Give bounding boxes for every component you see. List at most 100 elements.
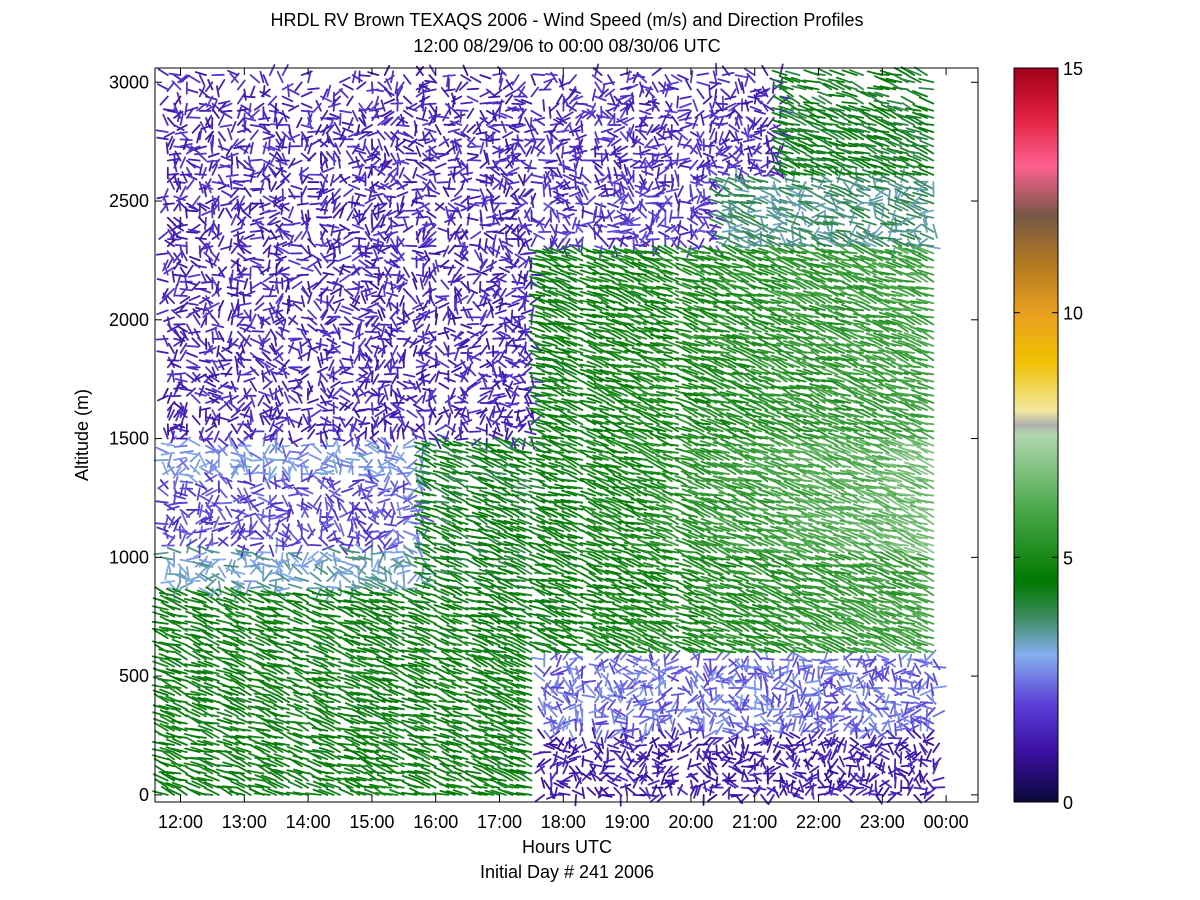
wind-barb: [307, 501, 319, 511]
wind-barb: [185, 264, 194, 276]
wind-barb: [332, 419, 335, 433]
wind-barb: [176, 458, 188, 469]
wind-barb: [300, 407, 314, 412]
wind-barb: [236, 786, 252, 796]
wind-barb: [192, 308, 201, 319]
wind-barb: [190, 606, 207, 611]
wind-barb: [466, 322, 480, 326]
wind-barb: [307, 550, 320, 561]
wind-barb: [286, 599, 303, 604]
wind-barb: [268, 64, 276, 76]
wind-barb: [179, 202, 190, 212]
wind-barb: [300, 501, 313, 510]
wind-barb: [236, 701, 252, 711]
wind-barb: [282, 451, 290, 465]
wind-barb: [220, 109, 233, 113]
wind-barb: [268, 420, 276, 433]
wind-barb: [204, 729, 220, 739]
wind-barb: [166, 391, 173, 404]
wind-barb: [262, 569, 273, 582]
wind-barb: [273, 614, 290, 618]
wind-barb: [235, 751, 252, 761]
wind-barb: [183, 598, 201, 604]
wind-barb: [288, 104, 300, 112]
wind-barb: [191, 696, 207, 704]
wind-barb: [255, 637, 271, 647]
wind-barb: [181, 409, 188, 422]
wind-barb: [230, 623, 246, 632]
wind-barb: [270, 123, 284, 126]
wind-barb: [174, 131, 188, 135]
wind-barb: [248, 468, 252, 483]
wind-barb: [216, 640, 233, 647]
wind-barb: [292, 691, 310, 696]
wind-barb: [251, 330, 265, 333]
wind-barb: [443, 266, 456, 270]
wind-barb: [177, 381, 188, 390]
wind-barb: [267, 759, 284, 768]
wind-barb: [281, 444, 287, 459]
wind-barb: [161, 287, 169, 300]
wind-barb: [318, 508, 322, 523]
wind-barb: [211, 409, 219, 422]
wind-barb: [286, 302, 290, 315]
wind-barb: [181, 328, 188, 340]
wind-barb: [293, 601, 310, 611]
wind-barb: [164, 710, 182, 718]
wind-barb: [300, 228, 309, 240]
wind-barb: [268, 211, 281, 219]
wind-barb: [190, 633, 207, 639]
wind-barb: [297, 416, 303, 429]
wind-barb: [217, 580, 222, 596]
wind-barb: [169, 138, 176, 151]
wind-barb: [288, 552, 303, 561]
wind-barb: [173, 401, 184, 411]
wind-barb: [273, 790, 290, 796]
wind-barb: [220, 359, 233, 362]
wind-barb: [286, 676, 303, 682]
wind-barb: [173, 444, 188, 448]
wind-barb: [288, 221, 301, 226]
wind-barb: [183, 692, 201, 696]
wind-barb: [152, 611, 169, 618]
wind-barb: [262, 444, 271, 458]
wind-barb: [187, 330, 201, 335]
wind-barb: [176, 109, 182, 123]
wind-barb: [268, 302, 277, 314]
wind-barb: [205, 573, 220, 581]
wind-barb: [235, 741, 252, 746]
wind-barb: [166, 505, 180, 511]
wind-barb: [262, 722, 278, 732]
wind-barb: [288, 430, 293, 443]
wind-barb: [236, 765, 252, 775]
wind-barb: [217, 207, 225, 219]
wind-barb: [276, 295, 284, 307]
wind-barb: [516, 226, 520, 240]
wind-barb: [206, 501, 220, 509]
wind-barb: [262, 274, 275, 283]
wind-barb: [293, 380, 303, 391]
wind-barb: [230, 213, 238, 226]
wind-barb: [228, 720, 246, 725]
wind-barb: [202, 605, 220, 611]
wind-barb: [402, 514, 417, 518]
wind-barb: [275, 432, 278, 447]
wind-barb: [203, 739, 220, 746]
wind-barb: [286, 731, 303, 739]
wind-barb: [158, 592, 176, 597]
wind-barb: [216, 674, 233, 682]
wind-barb: [158, 741, 176, 746]
wind-barb: [235, 508, 246, 519]
wind-barb: [191, 597, 207, 604]
wind-barb: [197, 660, 214, 668]
wind-barb: [174, 528, 188, 533]
wind-barb: [293, 694, 310, 704]
wind-barb: [197, 684, 214, 689]
wind-barb: [217, 473, 228, 485]
wind-barb: [267, 95, 278, 106]
wind-barb: [383, 412, 386, 426]
wind-barb: [204, 774, 220, 782]
wind-barb: [293, 739, 310, 746]
wind-barb: [188, 158, 201, 162]
wind-barb: [459, 109, 463, 123]
